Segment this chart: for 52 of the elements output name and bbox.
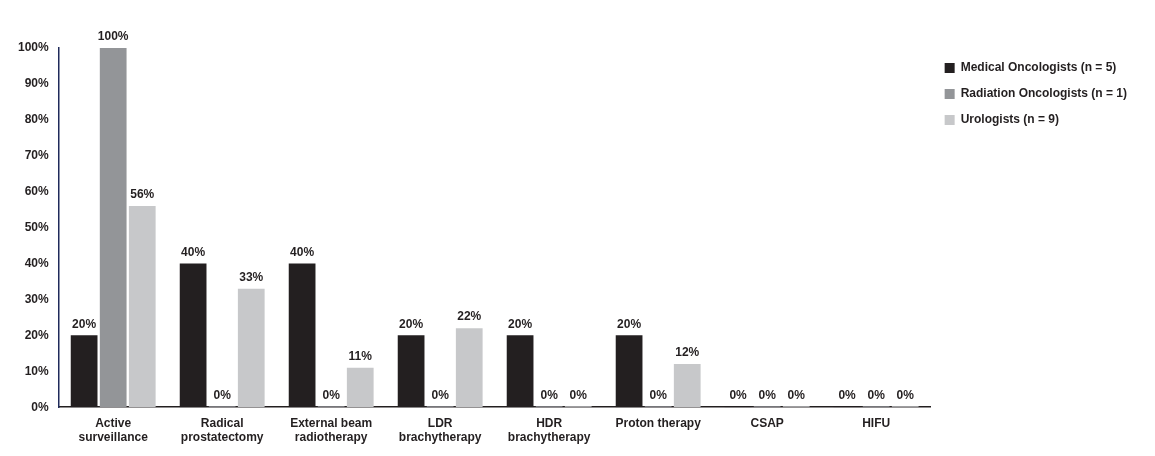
- data-label: 0%: [787, 387, 806, 402]
- y-tick-label: 60%: [24, 183, 50, 198]
- y-tick-label: 10%: [24, 363, 50, 378]
- y-tick-label: 0%: [31, 399, 50, 414]
- y-tick-label: 50%: [24, 219, 50, 234]
- legend-label: Urologists (n = 9): [960, 112, 1059, 127]
- bar: [346, 367, 374, 408]
- data-label: 40%: [290, 244, 315, 259]
- data-label: 0%: [896, 387, 915, 402]
- data-label: 0%: [838, 387, 857, 402]
- bar: [99, 48, 127, 408]
- x-tick-label: External beam radiotherapy: [290, 415, 373, 445]
- bar: [237, 288, 265, 408]
- data-label: 0%: [758, 387, 777, 402]
- y-tick-label: 20%: [24, 327, 50, 342]
- y-tick-label: 80%: [24, 112, 50, 127]
- data-label: 0%: [540, 387, 559, 402]
- data-label: 0%: [649, 387, 668, 402]
- data-label: 20%: [72, 316, 97, 331]
- data-label: 0%: [322, 387, 341, 402]
- data-label: 22%: [457, 309, 482, 324]
- data-label: 12%: [675, 345, 700, 360]
- x-tick-label: Proton therapy: [615, 415, 702, 430]
- data-label: 100%: [97, 29, 129, 44]
- data-label: 20%: [617, 316, 642, 331]
- data-label: 0%: [867, 387, 886, 402]
- data-label: 56%: [130, 187, 155, 202]
- x-tick-label: Active surveillance: [78, 415, 149, 445]
- bar: [455, 328, 483, 408]
- data-label: 0%: [729, 387, 748, 402]
- data-label: 0%: [431, 387, 450, 402]
- x-tick-label: Radical prostatectomy: [180, 415, 264, 445]
- data-label: 20%: [508, 316, 533, 331]
- bar: [128, 206, 156, 408]
- data-label: 33%: [239, 269, 264, 284]
- x-tick-label: HDR brachytherapy: [507, 415, 591, 445]
- x-tick-label: CSAP: [750, 415, 784, 430]
- y-tick-label: 70%: [24, 148, 50, 163]
- bar: [673, 364, 701, 408]
- data-label: 40%: [181, 244, 206, 259]
- y-tick-label: 40%: [24, 255, 50, 270]
- x-tick-label: LDR brachytherapy: [398, 415, 482, 445]
- legend-label: Radiation Oncologists (n = 1): [960, 86, 1128, 101]
- data-label: 20%: [399, 316, 424, 331]
- y-tick-label: 90%: [24, 76, 50, 91]
- y-tick-label: 100%: [17, 40, 50, 55]
- legend-label: Medical Oncologists (n = 5): [960, 60, 1117, 75]
- x-tick-label: HIFU: [862, 415, 891, 430]
- data-label: 0%: [569, 387, 588, 402]
- data-label: 0%: [213, 387, 232, 402]
- data-label: 11%: [348, 349, 373, 363]
- y-tick-label: 30%: [24, 291, 50, 306]
